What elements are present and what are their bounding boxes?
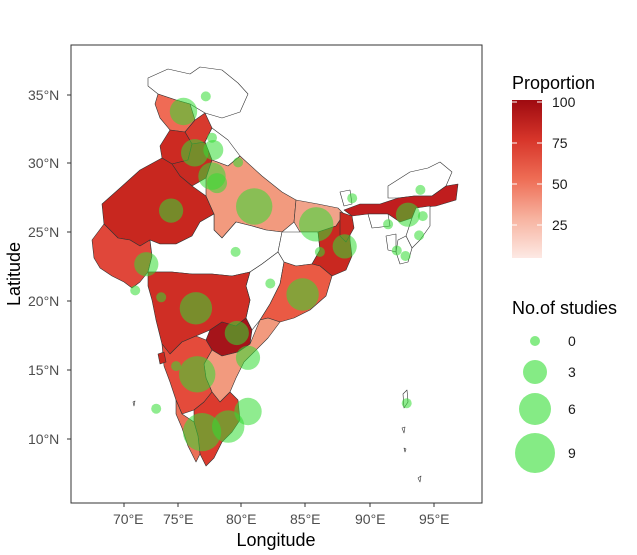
studies-legend-label: 0 <box>568 333 576 349</box>
studies-legend-title: No.of studies <box>512 298 617 318</box>
region-goa <box>157 351 167 365</box>
studies-legend: No.of studies 0 3 6 9 <box>512 298 617 473</box>
study-bubble <box>332 234 357 259</box>
proportion-tick-label: 75 <box>552 135 568 151</box>
legend-bubble-3 <box>523 360 547 384</box>
y-tick-label: 25°N <box>28 224 59 240</box>
proportion-legend: Proportion 100 75 50 25 <box>512 73 595 258</box>
study-bubble <box>183 413 222 452</box>
legend-bubble-0 <box>530 336 540 346</box>
study-bubble <box>207 173 227 194</box>
y-axis-title: Latitude <box>4 242 24 306</box>
study-bubble <box>395 202 421 227</box>
x-axis-title: Longitude <box>236 530 315 550</box>
x-tick-label: 95°E <box>419 511 450 527</box>
study-bubble <box>286 278 319 311</box>
study-bubble <box>265 278 276 289</box>
study-bubble <box>299 207 334 242</box>
x-tick-label: 85°E <box>290 511 321 527</box>
proportion-tick-label: 25 <box>552 217 568 233</box>
study-bubble <box>236 188 273 225</box>
legend-bubble-9 <box>515 433 555 473</box>
study-bubble <box>200 91 211 102</box>
study-bubble <box>203 140 224 160</box>
study-bubble <box>159 198 184 223</box>
study-bubble <box>347 193 358 204</box>
region-lakshadweep <box>132 400 136 407</box>
study-bubble <box>417 211 428 222</box>
study-bubble <box>169 97 198 126</box>
proportion-legend-title: Proportion <box>512 73 595 93</box>
y-tick-label: 15°N <box>28 362 59 378</box>
study-bubble <box>415 184 426 195</box>
study-bubble <box>179 356 216 393</box>
study-bubble <box>151 403 162 414</box>
study-bubble <box>171 361 182 372</box>
y-tick-label: 30°N <box>28 155 59 171</box>
proportion-colorbar <box>512 100 542 258</box>
study-bubble <box>179 292 213 325</box>
study-bubble <box>314 246 325 257</box>
studies-legend-label: 9 <box>568 445 576 461</box>
proportion-tick-label: 100 <box>552 94 576 110</box>
study-bubble <box>181 139 209 167</box>
studies-legend-label: 3 <box>568 364 576 380</box>
proportion-tick-label: 50 <box>552 176 568 192</box>
x-tick-label: 70°E <box>113 511 144 527</box>
study-bubble <box>130 285 141 296</box>
x-tick-label: 80°E <box>226 511 257 527</box>
study-bubble <box>156 292 167 303</box>
studies-legend-label: 6 <box>568 401 576 417</box>
study-bubble <box>233 157 244 168</box>
study-bubble <box>235 345 261 370</box>
study-bubble <box>134 252 159 277</box>
y-axis: 35°N 30°N 25°N 20°N 15°N 10°N <box>28 87 71 447</box>
study-bubble <box>224 320 249 346</box>
y-tick-label: 20°N <box>28 293 59 309</box>
study-bubble <box>383 219 394 230</box>
x-axis: 70°E 75°E 80°E 85°E 90°E 95°E <box>113 503 450 527</box>
study-bubble <box>401 398 412 409</box>
y-tick-label: 35°N <box>28 87 59 103</box>
study-bubble <box>212 410 245 443</box>
y-tick-label: 10°N <box>28 431 59 447</box>
study-bubble <box>414 230 425 241</box>
study-bubble <box>391 245 402 256</box>
study-bubble <box>230 246 241 257</box>
study-bubble <box>400 251 411 261</box>
x-tick-label: 75°E <box>163 511 194 527</box>
x-tick-label: 90°E <box>355 511 386 527</box>
study-bubbles <box>130 91 428 452</box>
legend-bubble-6 <box>519 393 551 425</box>
